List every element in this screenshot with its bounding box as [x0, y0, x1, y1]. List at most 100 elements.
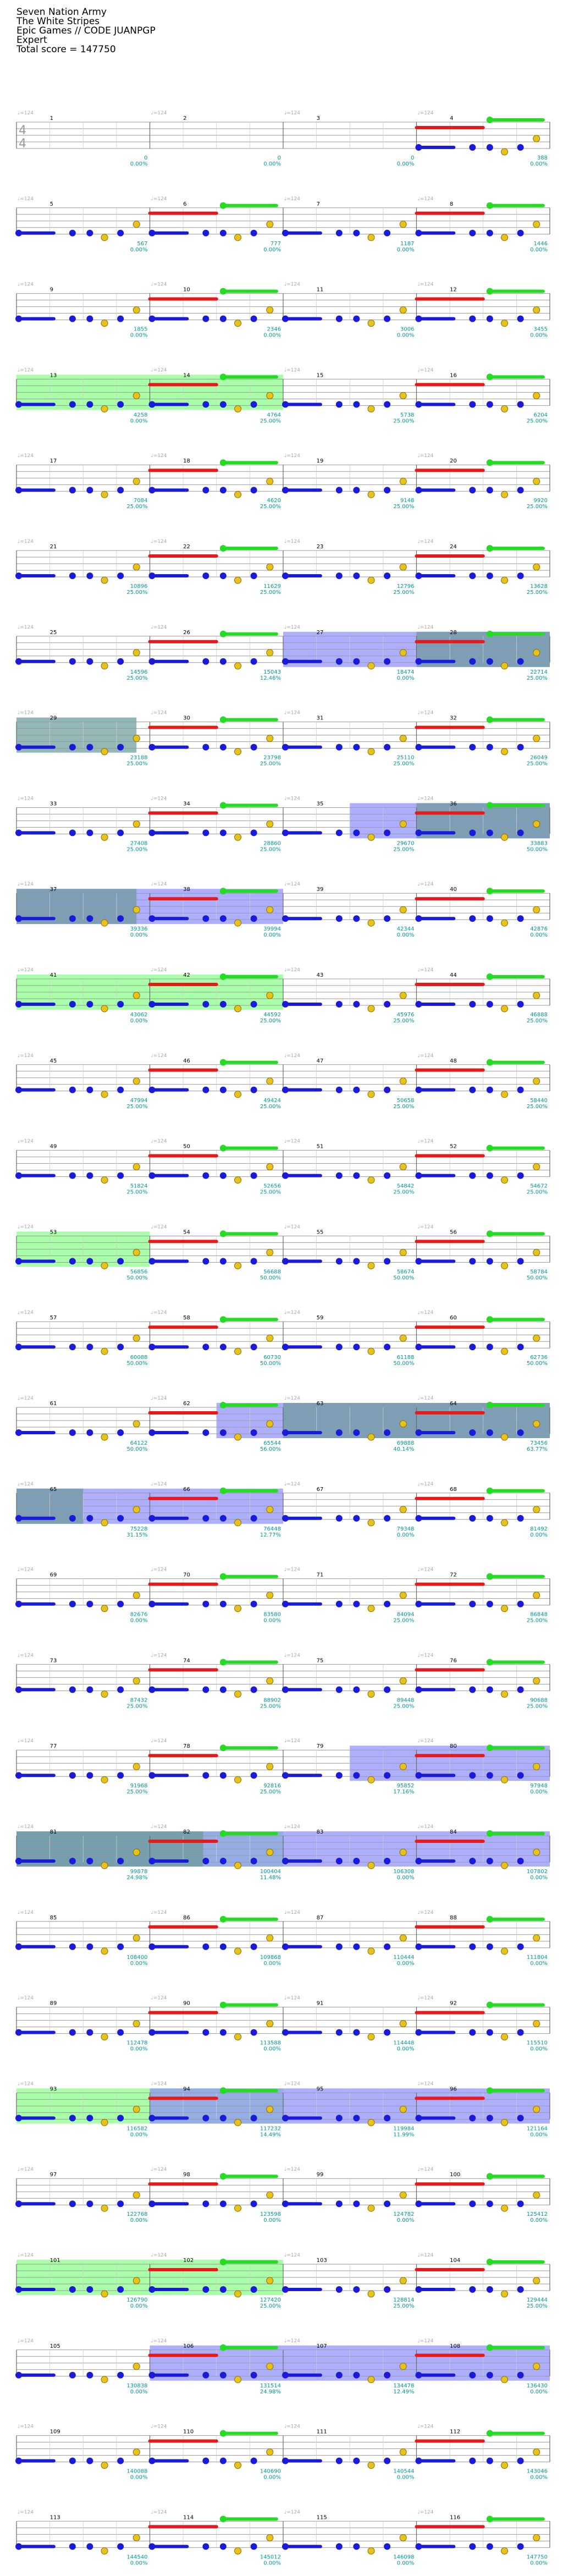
measure-number: 46	[183, 1058, 190, 1064]
green-note	[486, 2001, 493, 2008]
blue-note	[117, 401, 124, 408]
blue-note	[15, 229, 22, 236]
yellow-note	[399, 1077, 407, 1085]
blue-note	[202, 1600, 209, 1608]
blue-note	[469, 1172, 476, 1179]
blue-note	[335, 2457, 343, 2464]
measure-multiplier: 0.00%	[263, 2217, 281, 2223]
blue-note	[202, 1858, 209, 1864]
measure-score: 58440	[530, 1098, 548, 1104]
measure-score: 23188	[130, 755, 148, 761]
blue-note	[415, 2115, 422, 2122]
tempo-marker: ♩=124	[284, 1310, 300, 1315]
blue-note	[486, 315, 493, 322]
measure-score: 0	[144, 155, 147, 161]
measure-multiplier: 0.00%	[530, 1875, 548, 1881]
orange-note	[234, 2118, 242, 2126]
blue-note	[353, 315, 360, 322]
tempo-marker: ♩=124	[284, 1053, 300, 1059]
blue-note	[86, 829, 93, 836]
blue-note	[415, 829, 422, 836]
measure-multiplier: 0.00%	[130, 2217, 148, 2223]
yellow-note	[266, 735, 274, 742]
tempo-marker: ♩=124	[418, 1482, 434, 1487]
measure-score: 126790	[126, 2297, 147, 2303]
blue-note	[335, 1772, 343, 1779]
yellow-note	[533, 1848, 540, 1856]
blue-note	[69, 2543, 76, 2550]
yellow-note	[533, 477, 540, 485]
yellow-note	[133, 2534, 140, 2541]
yellow-note	[533, 1248, 540, 1256]
measure-number: 88	[450, 1915, 457, 1921]
measure-number: 9	[50, 287, 53, 293]
measure-multiplier: 50.00%	[393, 1275, 414, 1281]
measure-score: 28860	[263, 840, 281, 846]
measure-multiplier: 25.00%	[260, 1018, 281, 1024]
orange-note	[101, 2204, 108, 2212]
measure-multiplier: 25.00%	[126, 1190, 147, 1196]
blue-note	[517, 1344, 524, 1351]
measure-multiplier: 0.00%	[130, 2389, 148, 2395]
yellow-note	[133, 1934, 140, 1942]
tempo-marker: ♩=124	[151, 1310, 167, 1315]
blue-note	[353, 829, 360, 836]
measure-multiplier: 25.00%	[126, 675, 147, 681]
tempo-marker: ♩=124	[418, 1738, 434, 1744]
total-score: Total score = 147750	[16, 44, 116, 55]
yellow-note	[533, 306, 540, 314]
blue-note	[335, 2200, 343, 2208]
blue-note	[148, 658, 156, 665]
orange-note	[367, 320, 375, 327]
orange-note	[367, 576, 375, 584]
orange-note	[101, 1091, 108, 1098]
song-artist: The White Stripes	[16, 16, 100, 27]
measure-score: 5738	[400, 412, 414, 418]
orange-note	[101, 2547, 108, 2555]
measure-number: 35	[317, 801, 324, 807]
green-note	[486, 459, 493, 466]
yellow-note	[266, 1763, 274, 1770]
orange-note	[501, 491, 509, 498]
measure-multiplier: 0.00%	[263, 333, 281, 339]
measure-multiplier: 0.00%	[263, 2560, 281, 2566]
measure-number: 74	[183, 1658, 190, 1664]
blue-note	[219, 829, 227, 836]
measure-number: 69	[50, 1572, 57, 1578]
blue-note	[69, 1086, 76, 1093]
yellow-note	[266, 1420, 274, 1428]
blue-note	[415, 1686, 422, 1693]
blue-note	[353, 658, 360, 665]
blue-note	[353, 1001, 360, 1008]
yellow-note	[266, 1592, 274, 1599]
tempo-marker: ♩=124	[284, 625, 300, 630]
orange-note	[501, 1433, 509, 1441]
blue-note	[486, 1086, 493, 1093]
blue-note	[15, 1515, 22, 1522]
yellow-note	[133, 306, 140, 314]
green-note	[486, 2087, 493, 2094]
orange-note	[101, 919, 108, 927]
blue-note	[517, 1172, 524, 1179]
blue-note	[353, 1858, 360, 1864]
measure-score: 9148	[400, 498, 414, 504]
blue-note	[148, 2200, 156, 2208]
blue-note	[117, 315, 124, 322]
blue-note	[486, 573, 493, 579]
blue-note	[148, 829, 156, 836]
blue-note	[69, 1943, 76, 1950]
song-charter: Epic Games // CODE JUANPGP	[16, 25, 156, 36]
blue-note	[219, 1686, 227, 1693]
blue-note	[486, 1344, 493, 1351]
blue-note	[250, 1086, 257, 1093]
blue-note	[384, 829, 391, 836]
orange-note	[501, 2376, 509, 2384]
orange-note	[367, 1176, 375, 1184]
measure-number: 12	[450, 287, 457, 293]
measure-multiplier: 25.00%	[393, 1618, 414, 1624]
blue-note	[148, 401, 156, 408]
measure-score: 18474	[397, 669, 415, 675]
measure-number: 3	[317, 115, 320, 122]
measure-number: 21	[50, 544, 57, 550]
green-note	[219, 1744, 227, 1752]
